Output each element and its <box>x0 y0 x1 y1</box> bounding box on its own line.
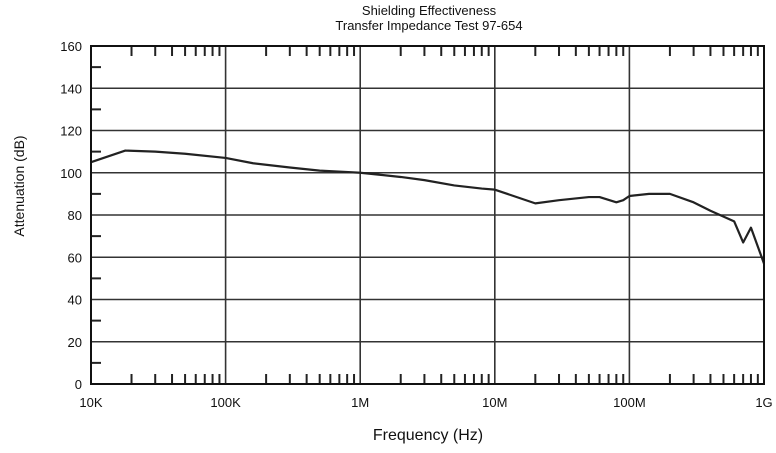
x-tick-label: 10K <box>79 395 102 410</box>
y-axis-label: Attenuation (dB) <box>11 135 27 236</box>
x-tick-labels: 10K 100K 1M 10M 100M 1G <box>79 395 772 410</box>
y-tick-label: 120 <box>60 124 82 139</box>
chart-title: Shielding Effectiveness <box>362 3 497 18</box>
x-tick-label: 10M <box>482 395 507 410</box>
y-tick-labels: 0 20 40 60 80 100 120 140 160 <box>60 39 82 392</box>
y-tick-label: 160 <box>60 39 82 54</box>
chart-subtitle: Transfer Impedance Test 97-654 <box>335 18 522 33</box>
y-tick-label: 40 <box>68 293 82 308</box>
minor-tick-layer <box>91 46 759 384</box>
plot-frame <box>90 45 765 385</box>
y-tick-label: 0 <box>75 377 82 392</box>
y-tick-label: 60 <box>68 250 82 265</box>
y-tick-label: 100 <box>60 166 82 181</box>
y-tick-label: 20 <box>68 335 82 350</box>
x-tick-label: 100K <box>210 395 241 410</box>
x-tick-label: 1G <box>755 395 772 410</box>
x-axis-label: Frequency (Hz) <box>373 427 483 444</box>
y-tick-label: 140 <box>60 81 82 96</box>
series-line <box>90 149 766 264</box>
x-tick-label: 100M <box>613 395 646 410</box>
series-layer <box>90 149 766 264</box>
y-tick-label: 80 <box>68 208 82 223</box>
grid-layer <box>91 46 764 384</box>
x-tick-label: 1M <box>351 395 369 410</box>
